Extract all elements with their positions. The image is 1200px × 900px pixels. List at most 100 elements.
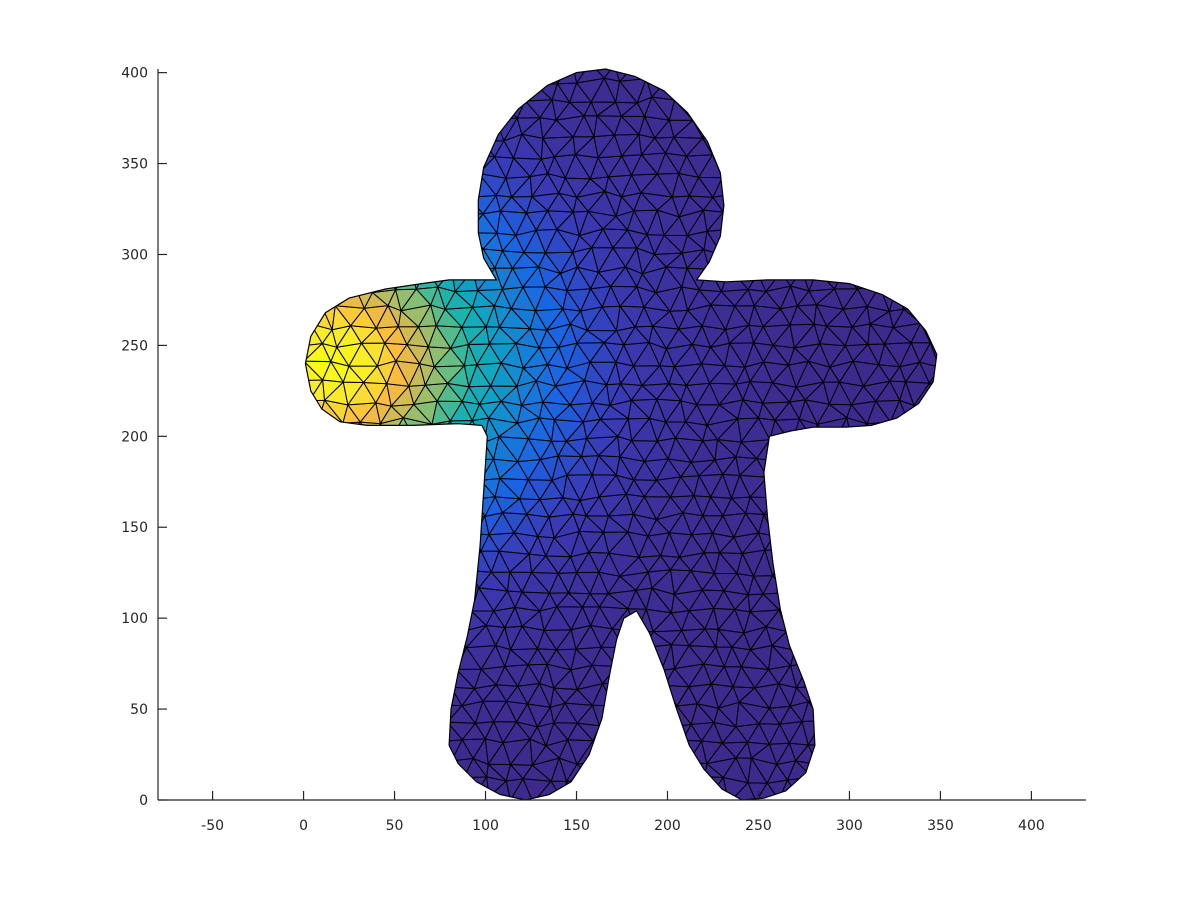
mesh-triangle	[892, 513, 918, 534]
mesh-triangle	[843, 171, 861, 197]
mesh-triangle	[952, 212, 971, 236]
mesh-triangle	[305, 120, 311, 137]
mesh-triangle	[312, 436, 341, 463]
x-ticks: -50 0 50 100 150 200 250 300 350 400	[201, 791, 1045, 834]
mesh-triangle	[938, 685, 965, 706]
mesh-triangle	[324, 69, 353, 81]
mesh-triangle	[743, 171, 771, 195]
mesh-triangle	[308, 399, 326, 424]
mesh-triangle	[774, 496, 802, 515]
mesh-triangle	[305, 400, 319, 424]
mesh-triangle	[831, 158, 850, 175]
mesh-triangle	[939, 796, 964, 821]
x-tick-label: 0	[299, 818, 308, 834]
mesh-triangle	[372, 776, 392, 800]
mesh-triangle	[370, 726, 395, 744]
mesh-triangle	[648, 670, 666, 686]
mesh-triangle	[357, 757, 388, 785]
mesh-triangle	[305, 669, 317, 688]
mesh-triangle	[732, 228, 760, 251]
mesh-triangle	[940, 139, 964, 159]
mesh-triangle	[903, 98, 932, 123]
mesh-triangle	[889, 587, 904, 609]
mesh-triangle	[758, 234, 782, 251]
mesh-triangle	[869, 81, 898, 104]
mesh-triangle	[887, 531, 904, 554]
mesh-triangle	[371, 458, 395, 477]
mesh-triangle	[315, 669, 345, 685]
mesh-triangle	[920, 662, 937, 690]
mesh-triangle	[801, 116, 826, 136]
mesh-triangle	[758, 118, 782, 140]
mesh-triangle	[840, 456, 865, 481]
mesh-triangle	[855, 627, 880, 651]
mesh-triangle	[849, 192, 873, 213]
mesh-triangle	[436, 589, 459, 613]
mesh-triangle	[305, 461, 330, 479]
mesh-triangle	[828, 666, 856, 686]
mesh-triangle	[448, 212, 470, 235]
mesh-triangle	[380, 589, 409, 613]
mesh-triangle	[916, 725, 936, 746]
mesh-triangle	[386, 457, 403, 477]
mesh-triangle	[889, 606, 904, 629]
mesh-triangle	[839, 759, 866, 784]
mesh-triangle	[910, 155, 929, 179]
mesh-triangle	[314, 705, 345, 727]
mesh-triangle	[445, 531, 475, 554]
mesh-triangle	[769, 172, 786, 195]
mesh-triangle	[394, 192, 422, 218]
mesh-triangle	[307, 69, 325, 80]
mesh-triangle	[359, 608, 382, 629]
mesh-triangle	[305, 69, 318, 83]
mesh-triangle	[895, 69, 918, 79]
mesh-triangle	[821, 574, 838, 592]
mesh-triangle	[437, 478, 466, 494]
mesh-triangle	[721, 171, 745, 194]
mesh-triangle	[731, 69, 751, 84]
mesh-triangle	[927, 309, 937, 325]
mesh-triangle	[914, 253, 937, 268]
mesh-triangle	[938, 611, 962, 633]
mesh-triangle	[305, 309, 312, 325]
mesh-triangle	[721, 100, 743, 116]
mesh-triangle	[902, 607, 929, 628]
mesh-triangle	[872, 740, 901, 766]
mesh-triangle	[947, 519, 973, 537]
mesh-triangle	[895, 269, 915, 289]
mesh-triangle	[907, 417, 928, 443]
mesh-triangle	[828, 553, 854, 577]
mesh-triangle	[840, 437, 865, 462]
mesh-triangle	[926, 404, 937, 426]
mesh-triangle	[865, 512, 888, 539]
mesh-triangle	[361, 118, 388, 138]
mesh-triangle	[696, 69, 723, 84]
mesh-triangle	[393, 457, 417, 482]
mesh-triangle	[346, 517, 375, 538]
mesh-triangle	[445, 589, 472, 613]
mesh-triangle	[318, 229, 346, 254]
mesh-triangle	[853, 537, 877, 557]
mesh-triangle	[305, 248, 307, 270]
mesh-triangle	[305, 457, 314, 478]
mesh-triangle	[823, 782, 842, 800]
mesh-triangle	[386, 681, 409, 705]
mesh-triangle	[907, 497, 927, 517]
mesh-triangle	[336, 119, 363, 138]
mesh-triangle	[892, 155, 919, 180]
mesh-triangle	[290, 347, 304, 362]
mesh-triangle	[351, 461, 373, 483]
mesh-triangle	[927, 608, 937, 629]
mesh-triangle	[361, 783, 389, 800]
mesh-triangle	[325, 667, 352, 685]
mesh-triangle	[636, 761, 660, 783]
mesh-triangle	[345, 77, 372, 102]
mesh-triangle	[722, 211, 744, 230]
mesh-triangle	[476, 78, 504, 104]
mesh-triangle	[831, 476, 857, 496]
mesh-triangle	[305, 627, 333, 653]
mesh-triangle	[389, 440, 418, 459]
mesh-triangle	[875, 476, 902, 497]
mesh-triangle	[305, 720, 316, 741]
